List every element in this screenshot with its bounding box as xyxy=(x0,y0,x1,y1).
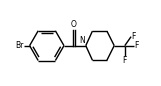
Text: F: F xyxy=(134,41,139,50)
Text: F: F xyxy=(123,56,127,65)
Text: Br: Br xyxy=(15,41,23,50)
Text: O: O xyxy=(71,20,77,29)
Text: F: F xyxy=(132,32,136,41)
Text: N: N xyxy=(79,36,85,45)
